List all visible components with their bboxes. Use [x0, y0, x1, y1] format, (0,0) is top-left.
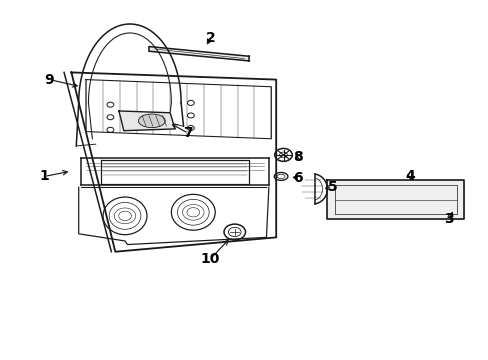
Text: 5: 5 [327, 180, 336, 194]
Polygon shape [327, 180, 463, 220]
Polygon shape [149, 46, 249, 61]
Polygon shape [119, 111, 175, 131]
Text: 9: 9 [44, 73, 54, 87]
Text: 10: 10 [200, 252, 220, 266]
Text: 6: 6 [293, 171, 303, 185]
Text: 2: 2 [205, 31, 215, 45]
Text: 7: 7 [183, 126, 193, 140]
Text: 8: 8 [293, 150, 303, 164]
Text: 4: 4 [405, 170, 414, 183]
Text: 3: 3 [444, 212, 453, 226]
Text: 1: 1 [40, 170, 49, 183]
Ellipse shape [138, 114, 165, 128]
